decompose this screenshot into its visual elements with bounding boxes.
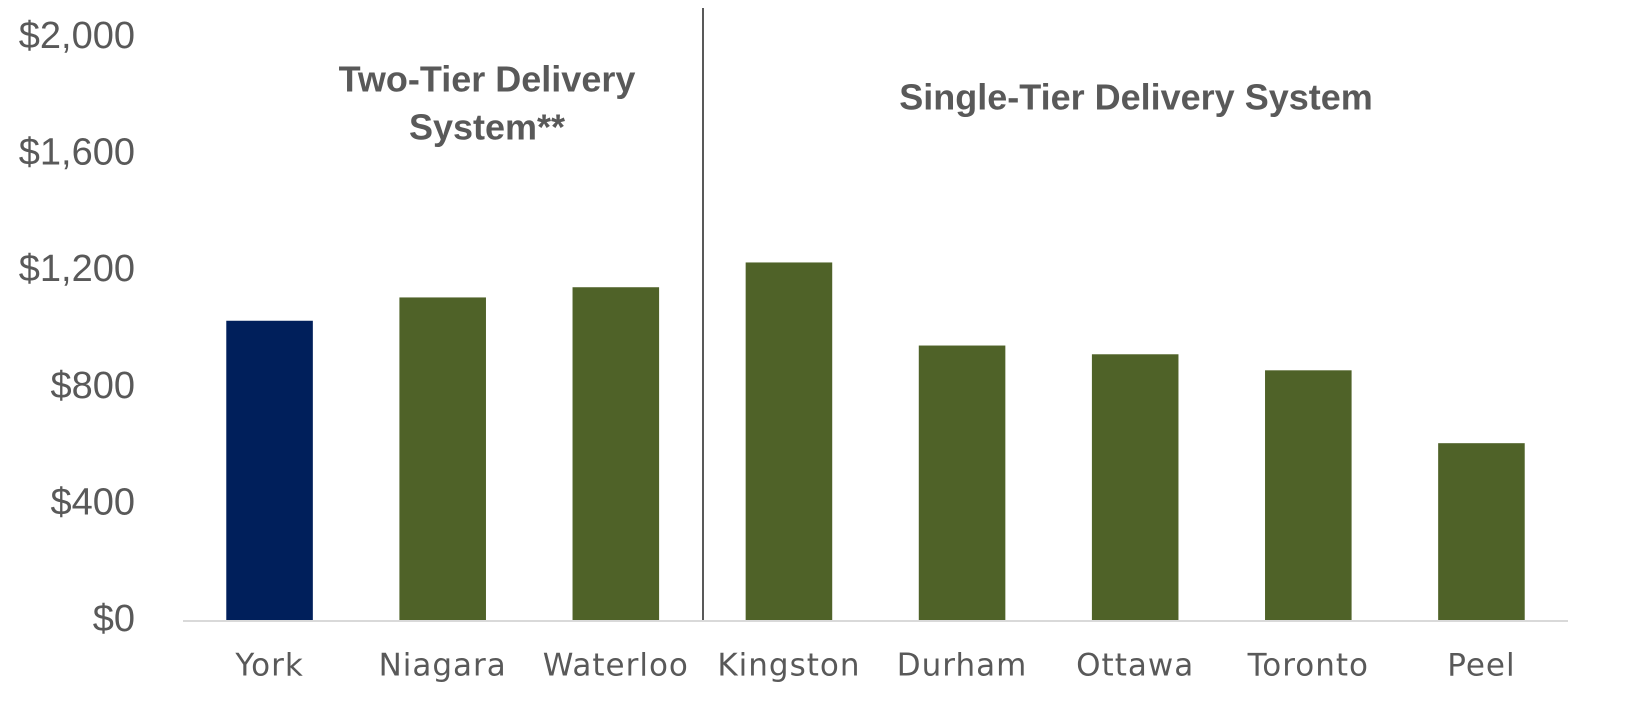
x-tick-label: Toronto <box>1247 648 1369 684</box>
y-tick-label: $400 <box>50 481 135 523</box>
y-tick-label: $1,600 <box>19 132 135 174</box>
bar <box>745 262 833 621</box>
x-tick-label: York <box>234 648 303 684</box>
bar <box>1091 354 1179 621</box>
bar <box>918 345 1006 621</box>
bar <box>572 287 660 621</box>
y-tick-label: $0 <box>93 598 135 640</box>
group-title: Two-Tier Delivery <box>339 59 636 100</box>
x-tick-label: Ottawa <box>1076 648 1194 684</box>
x-tick-label: Kingston <box>717 648 860 684</box>
y-tick-label: $1,200 <box>19 248 135 290</box>
group-title: Single-Tier Delivery System <box>899 77 1373 118</box>
x-tick-label: Niagara <box>379 648 507 684</box>
x-tick-label: Peel <box>1447 648 1515 684</box>
x-tick-label: Waterloo <box>543 648 689 684</box>
bar <box>226 320 313 621</box>
bar <box>1438 443 1525 621</box>
bar <box>1265 370 1352 621</box>
group-title: System** <box>409 107 565 148</box>
bar <box>399 297 486 621</box>
y-tick-label: $800 <box>50 365 135 407</box>
x-tick-label: Durham <box>897 648 1028 684</box>
y-tick-label: $2,000 <box>19 15 135 57</box>
